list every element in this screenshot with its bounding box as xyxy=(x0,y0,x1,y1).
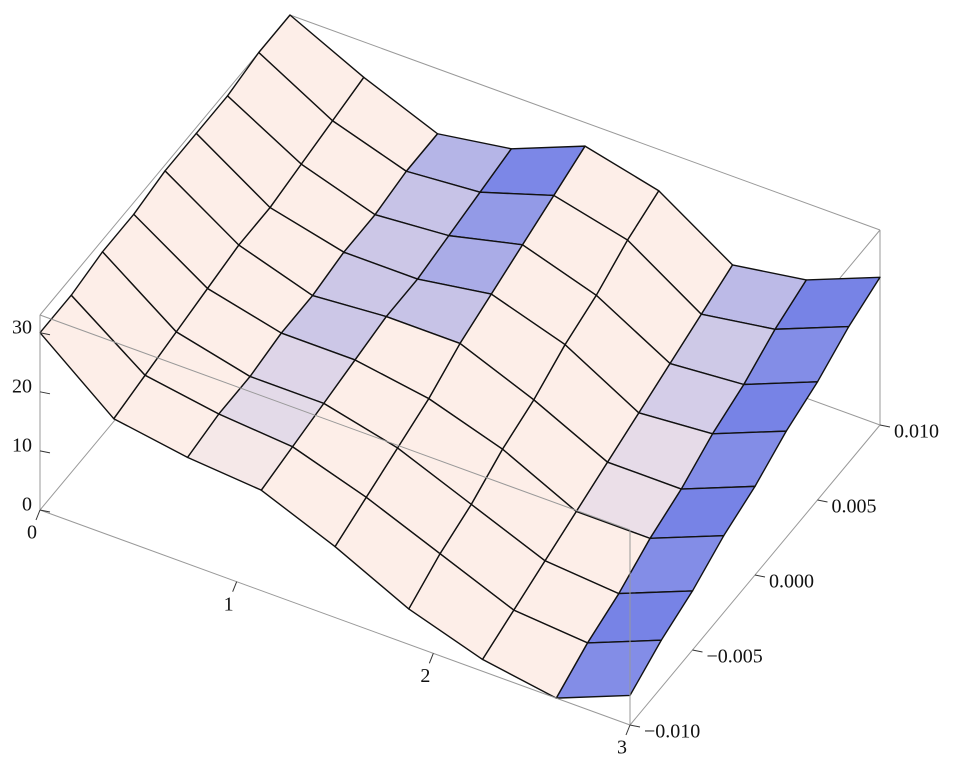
surface-face xyxy=(39,294,146,420)
x-tick xyxy=(428,653,434,664)
y-tick xyxy=(817,499,828,503)
box-edge xyxy=(39,509,631,726)
y-tick xyxy=(754,574,766,578)
x-tick-label: 3 xyxy=(617,737,627,759)
z-tick-label: 0 xyxy=(22,494,32,516)
y-tick xyxy=(692,649,703,653)
y-tick-label: 0.010 xyxy=(894,421,939,443)
z-tick-label: 20 xyxy=(12,375,32,397)
z-tick xyxy=(39,332,51,336)
z-tick-label: 30 xyxy=(12,316,32,338)
x-tick-label: 2 xyxy=(420,665,430,687)
z-tick xyxy=(39,509,51,513)
y-tick xyxy=(879,424,891,428)
x-tick-label: 1 xyxy=(224,593,234,615)
y-tick-label: 0.005 xyxy=(832,496,877,518)
x-tick xyxy=(625,724,631,736)
x-tick xyxy=(232,581,238,592)
y-tick xyxy=(629,724,641,728)
z-tick-label: 10 xyxy=(12,435,32,457)
box-edge xyxy=(289,14,881,231)
z-tick xyxy=(39,450,51,454)
box-edge xyxy=(39,314,631,531)
x-tick xyxy=(35,509,41,521)
z-tick xyxy=(39,391,51,395)
box-edge xyxy=(39,14,291,316)
y-tick-label: 0.000 xyxy=(769,571,814,593)
x-tick-label: 0 xyxy=(27,522,37,544)
y-tick-label: −0.005 xyxy=(707,646,763,668)
y-tick-label: −0.010 xyxy=(644,721,700,743)
